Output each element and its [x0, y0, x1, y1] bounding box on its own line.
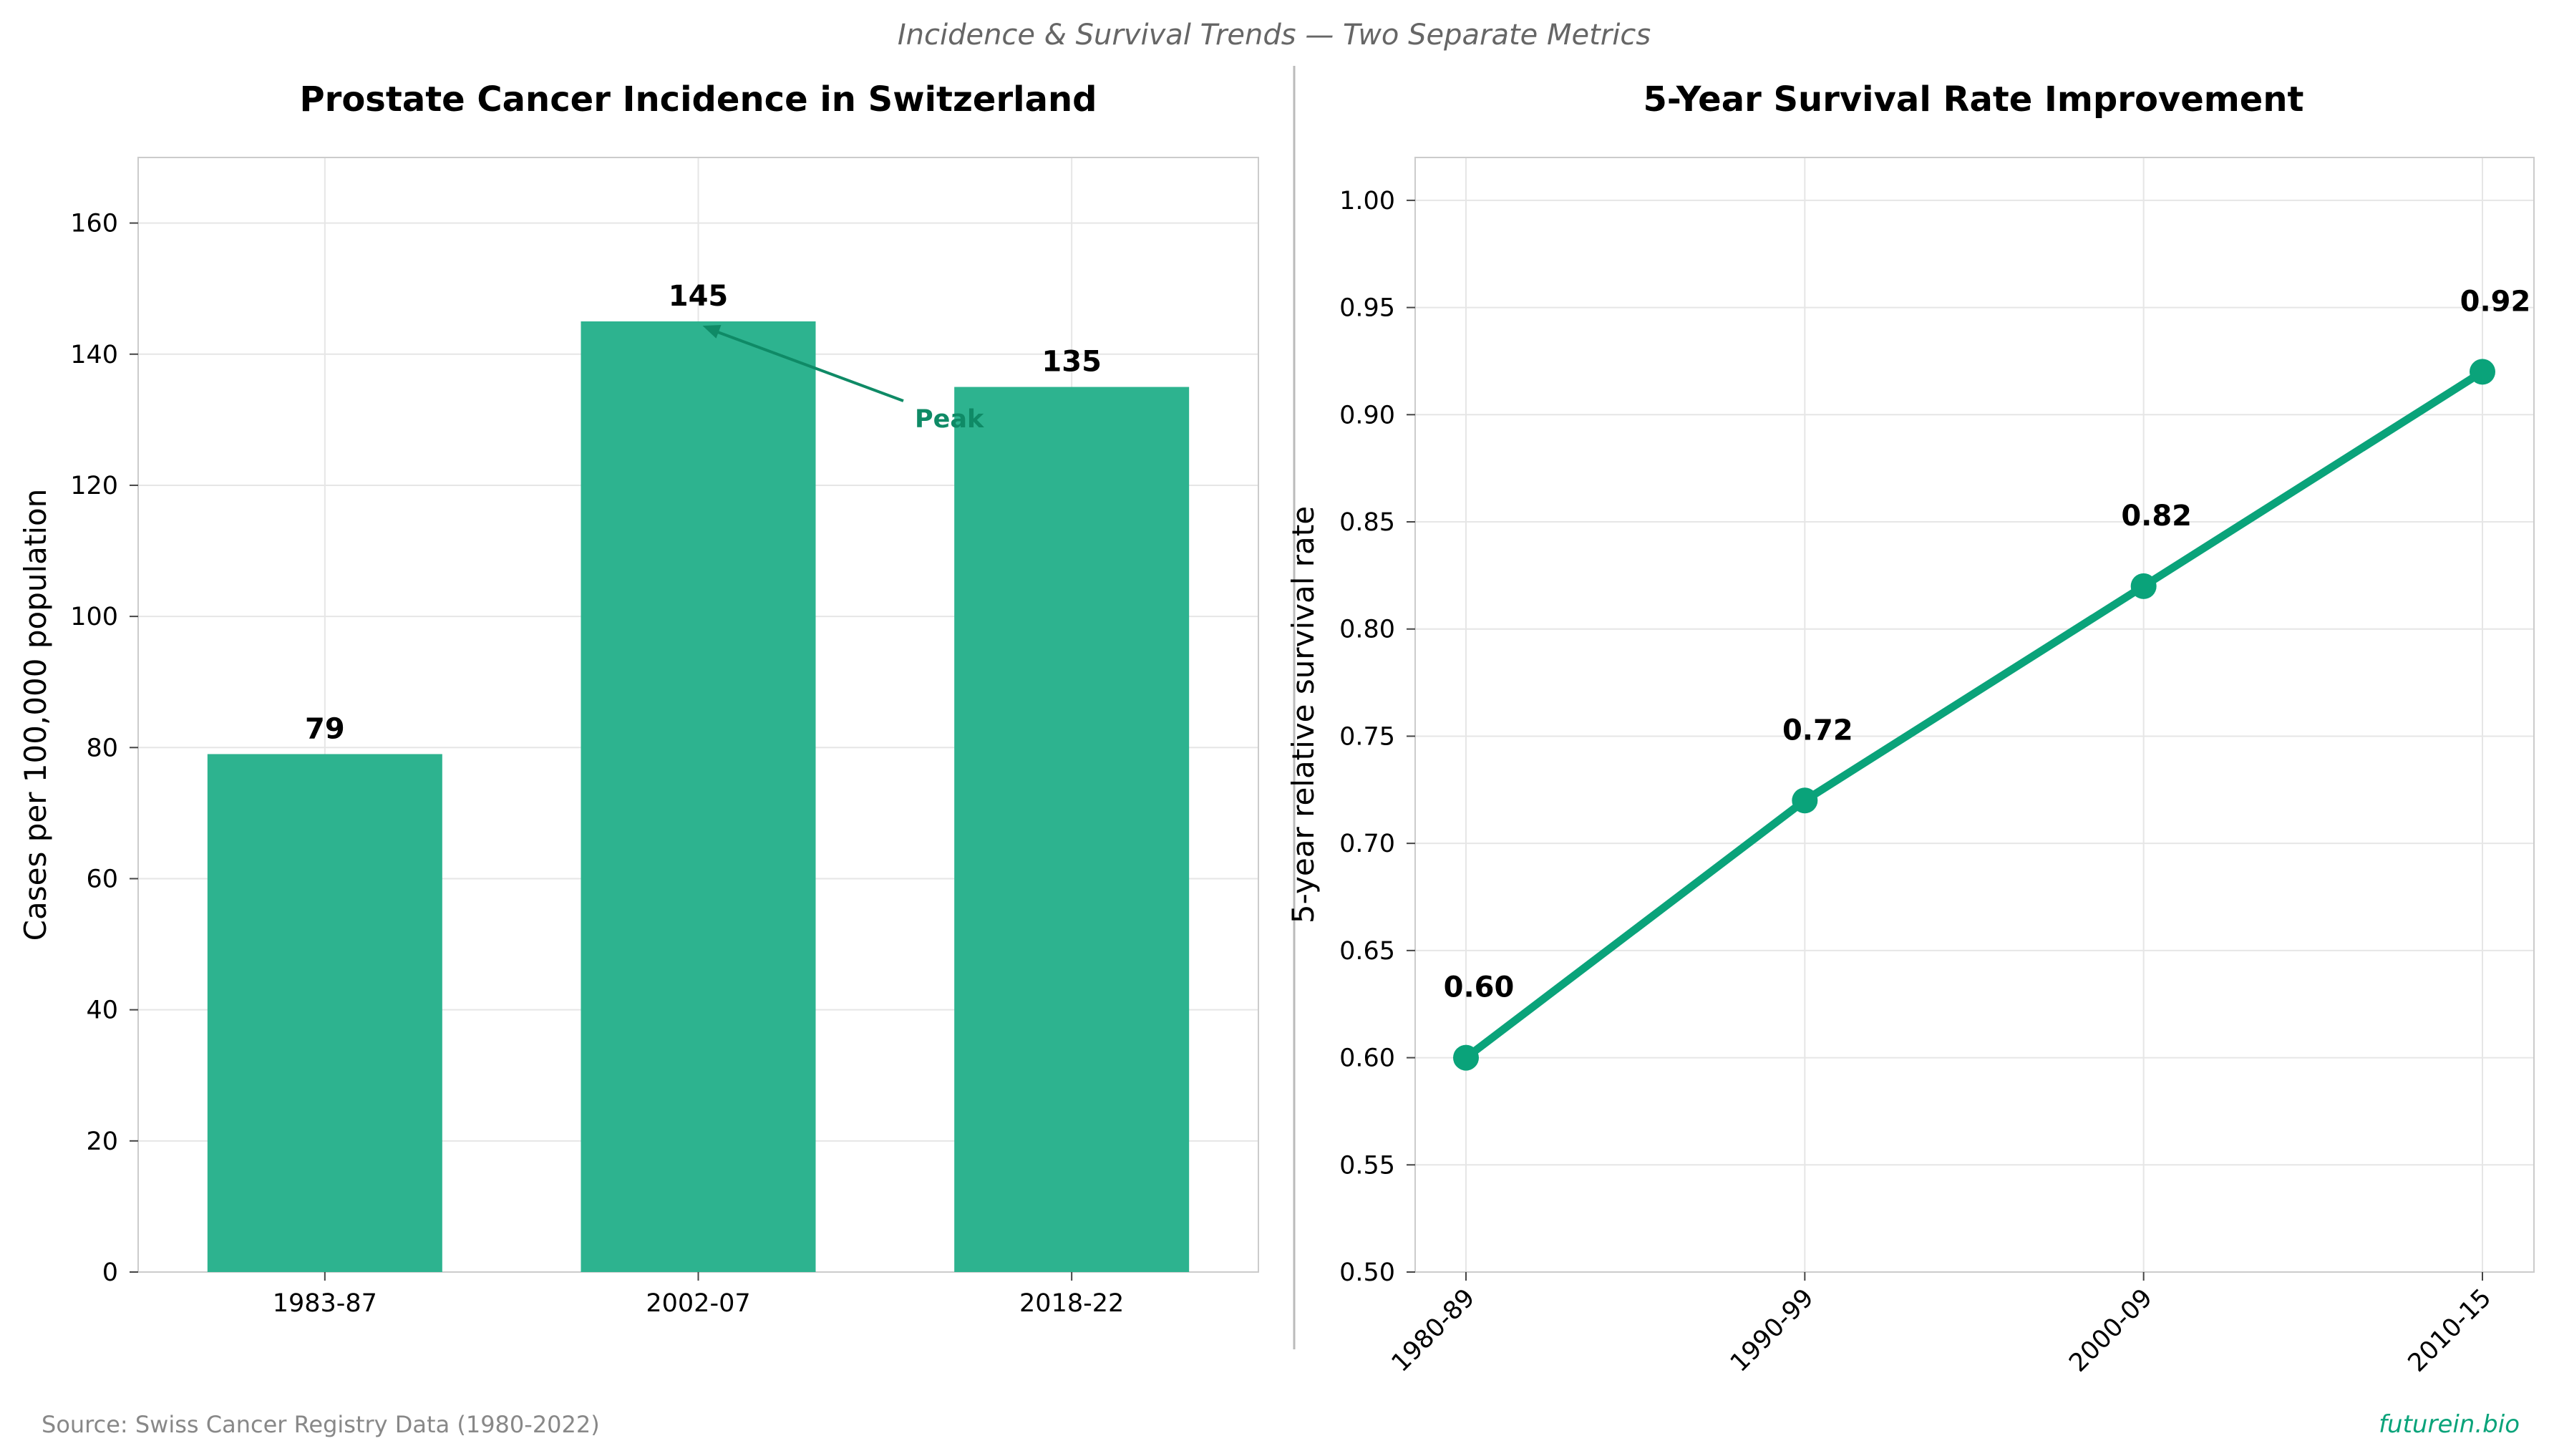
- survival-series-line: [1462, 367, 2487, 1062]
- x-tick-label: 1980-89: [1387, 1283, 1481, 1378]
- bar-data-label: 135: [1042, 346, 1102, 379]
- point-data-label: 0.72: [1782, 714, 1853, 747]
- y-tick-label: 0: [102, 1258, 118, 1287]
- y-tick-label: 0.60: [1339, 1044, 1395, 1073]
- point-data-label: 0.60: [1444, 971, 1515, 1004]
- y-tick-label: 0.50: [1339, 1258, 1395, 1287]
- survival-line-chart: 0.60 0.72 0.82 0.92 0.50 0.55 0.60 0.65 0.70 0.75…: [1286, 79, 2535, 1378]
- y-tick-label: 0.90: [1339, 401, 1395, 429]
- y-tick-label: 0.80: [1339, 616, 1395, 644]
- y-tick-label: 80: [86, 734, 118, 762]
- annotation-text: Peak: [915, 405, 984, 434]
- point-data-label: 0.92: [2460, 285, 2531, 318]
- bar-2018-22: [954, 387, 1190, 1272]
- y-tick-label: 60: [86, 865, 118, 893]
- y-tick-label: 120: [70, 472, 118, 500]
- annotation-arrow: [713, 329, 904, 402]
- data-point-2000-09: [2130, 573, 2157, 599]
- chart-title: Prostate Cancer Incidence in Switzerland: [299, 79, 1097, 120]
- y-tick-label: 160: [70, 210, 118, 238]
- y-tick-label: 0.55: [1339, 1151, 1395, 1180]
- incidence-bar-chart: 79 145 135 0 20 40 60 80 100 120 140 160 1983-87 2002…: [18, 79, 1259, 1318]
- point-data-label: 0.82: [2121, 500, 2192, 533]
- y-tick-label: 0.85: [1339, 508, 1395, 537]
- chart-title: 5-Year Survival Rate Improvement: [1644, 79, 2304, 120]
- data-point-1990-99: [1792, 787, 1818, 814]
- bar-1983-87: [207, 754, 442, 1272]
- x-tick-label: 1990-99: [1725, 1283, 1820, 1378]
- bar-data-label: 79: [305, 712, 345, 745]
- bar-2002-07: [581, 321, 816, 1272]
- data-point-2010-15: [2470, 359, 2495, 385]
- y-axis-label: Cases per 100,000 population: [18, 489, 53, 941]
- y-tick-label: 1.00: [1339, 187, 1395, 215]
- x-tick-label: 2002-07: [646, 1289, 750, 1318]
- annotation-arrowhead: [702, 325, 722, 339]
- y-axis-label: 5-year relative survival rate: [1286, 506, 1321, 923]
- x-tick-label: 1983-87: [273, 1289, 377, 1318]
- figure-suptitle: Incidence & Survival Trends — Two Separa…: [898, 19, 1651, 52]
- y-tick-label: 0.95: [1339, 294, 1395, 323]
- x-tick-label: 2018-22: [1019, 1289, 1124, 1318]
- source-note: Source: Swiss Cancer Registry Data (1980…: [42, 1411, 600, 1438]
- y-tick-label: 0.65: [1339, 937, 1395, 966]
- bar-data-label: 145: [669, 280, 729, 313]
- y-tick-label: 100: [70, 603, 118, 631]
- y-tick-label: 0.70: [1339, 830, 1395, 858]
- x-tick-label: 2010-15: [2403, 1283, 2497, 1378]
- y-tick-label: 20: [86, 1127, 118, 1156]
- data-point-1980-89: [1453, 1044, 1479, 1071]
- x-tick-label: 2000-09: [2064, 1283, 2158, 1378]
- plot-frame: [1414, 157, 2535, 1273]
- y-tick-label: 140: [70, 341, 118, 369]
- brand-watermark: futurein.bio: [2379, 1410, 2520, 1439]
- y-tick-label: 40: [86, 996, 118, 1025]
- y-tick-label: 0.75: [1339, 722, 1395, 751]
